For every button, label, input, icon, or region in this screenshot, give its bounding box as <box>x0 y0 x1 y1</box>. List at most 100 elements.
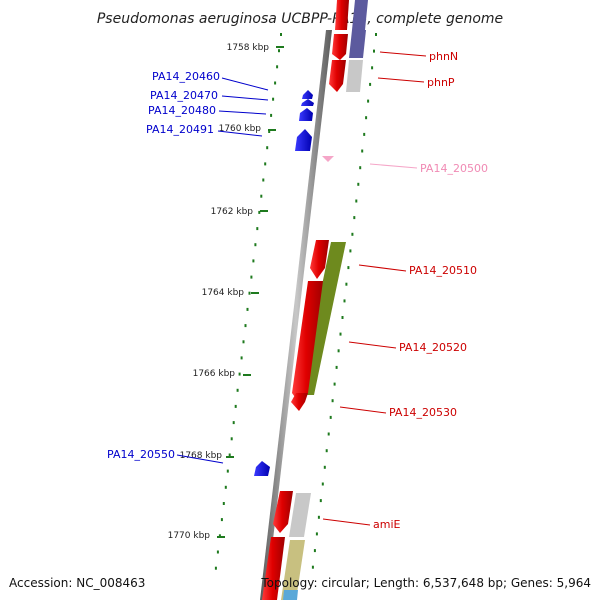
scale-dot <box>242 340 245 344</box>
gene-arrow-phnP[interactable] <box>329 60 346 92</box>
scale-dot <box>254 243 257 247</box>
scale-dot <box>278 49 280 53</box>
scale-dot <box>311 565 314 569</box>
genome-summary-text: Topology: circular; Length: 6,537,648 bp… <box>260 576 591 590</box>
scale-dot <box>226 469 229 473</box>
scale-dot <box>345 282 348 286</box>
label-leader-lines <box>176 51 427 526</box>
scale-dot <box>280 33 282 36</box>
scale-dot <box>272 97 275 101</box>
scale-dot <box>331 399 334 403</box>
forward-genes <box>262 0 349 600</box>
scale-dot <box>361 149 364 153</box>
scale-dot <box>357 182 360 186</box>
scale-dot <box>276 65 279 69</box>
gene-label[interactable]: phnP <box>427 76 455 89</box>
gene-arrow-PA14_20491[interactable] <box>295 129 312 151</box>
gene-arrow-forward[interactable] <box>262 537 285 600</box>
gene-label[interactable]: PA14_20470 <box>150 89 218 102</box>
scale-dot <box>230 437 233 441</box>
scale-label: 1766 kbp <box>193 369 236 379</box>
scale-dot <box>349 249 352 253</box>
leader-line <box>176 454 224 464</box>
scale-dot <box>365 116 368 120</box>
gene-arrow-forward[interactable] <box>335 0 349 30</box>
scale-dot <box>258 210 261 214</box>
gene-arrow-PA14_20460[interactable] <box>302 90 313 99</box>
scale-dot <box>375 33 377 36</box>
scale-dot <box>236 388 239 392</box>
scale-dot <box>220 518 223 522</box>
gene-arrow-phnN[interactable] <box>332 34 348 60</box>
scale-dot <box>315 532 318 536</box>
gene-label[interactable]: phnN <box>429 50 458 63</box>
gene-arrow-PA14_20500[interactable] <box>322 156 334 162</box>
cog-track-dots <box>311 33 377 569</box>
scale-dot <box>371 66 374 70</box>
cog-bar <box>281 540 305 600</box>
gene-arrow-PA14_20530[interactable] <box>291 393 308 411</box>
scale-dot <box>325 449 328 453</box>
gene-label[interactable]: amiE <box>373 518 401 531</box>
scale-dot <box>216 550 219 554</box>
cog-bar <box>346 60 363 92</box>
scale-label: 1764 kbp <box>202 288 245 298</box>
scale-dot <box>359 166 362 170</box>
scale-ticks <box>217 46 284 538</box>
scale-dot <box>238 372 241 376</box>
map-title: Pseudomonas aeruginosa UCBPP-PA14, compl… <box>97 11 503 27</box>
gene-label[interactable]: PA14_20480 <box>148 104 216 117</box>
leader-line <box>379 51 427 57</box>
scale-dot <box>266 146 269 150</box>
leader-line <box>358 264 407 272</box>
scale-dot <box>246 307 249 311</box>
scale-dot <box>321 482 324 486</box>
gene-label[interactable]: PA14_20530 <box>389 406 457 419</box>
gene-label[interactable]: PA14_20491 <box>146 123 214 136</box>
leader-line <box>377 77 425 83</box>
leader-line <box>221 77 269 91</box>
scale-dot <box>323 465 326 469</box>
gene-arrow-PA14_20480[interactable] <box>299 108 313 121</box>
gene-label[interactable]: PA14_20520 <box>399 341 467 354</box>
gene-arrow-PA14_20520[interactable] <box>292 281 323 404</box>
gene-label[interactable]: PA14_20550 <box>107 448 175 461</box>
scale-dot <box>250 275 253 279</box>
scale-dot <box>353 216 356 220</box>
scale-dot <box>337 349 340 353</box>
scale-dot <box>268 130 271 133</box>
gene-label[interactable]: PA14_20500 <box>420 162 488 175</box>
scale-track-dots <box>214 33 282 570</box>
scale-dot <box>270 113 273 117</box>
scale-dot <box>313 549 316 553</box>
scale-dot <box>260 194 263 198</box>
scale-dot <box>367 99 370 103</box>
scale-label: 1758 kbp <box>227 43 270 53</box>
scale-dot <box>252 259 255 263</box>
gene-arrow-PA14_20510[interactable] <box>310 240 329 279</box>
scale-dot <box>317 515 320 519</box>
scale-dot <box>319 499 322 503</box>
cog-bar <box>352 0 368 30</box>
scale-dot <box>351 232 354 236</box>
genome-axis <box>260 30 332 600</box>
scale-dot <box>224 485 227 489</box>
scale-dot <box>343 299 346 303</box>
gene-arrow-PA14_20470[interactable] <box>301 99 314 106</box>
gene-label[interactable]: PA14_20510 <box>409 264 477 277</box>
scale-dot <box>214 566 217 570</box>
scale-dot <box>234 404 237 408</box>
scale-dot <box>232 421 235 425</box>
gene-labels-right: phnN phnP PA14_20500 PA14_20510 PA14_205… <box>373 50 488 531</box>
gene-arrow-PA14_20550[interactable] <box>254 461 270 476</box>
gene-arrow-amiE[interactable] <box>273 491 293 533</box>
accession-text: Accession: NC_008463 <box>9 576 145 590</box>
scale-label: 1762 kbp <box>211 207 254 217</box>
gene-label[interactable]: PA14_20460 <box>152 70 220 83</box>
cog-bar <box>349 30 366 58</box>
leader-line <box>221 95 269 101</box>
leader-line <box>218 110 267 115</box>
scale-dot <box>240 356 243 360</box>
